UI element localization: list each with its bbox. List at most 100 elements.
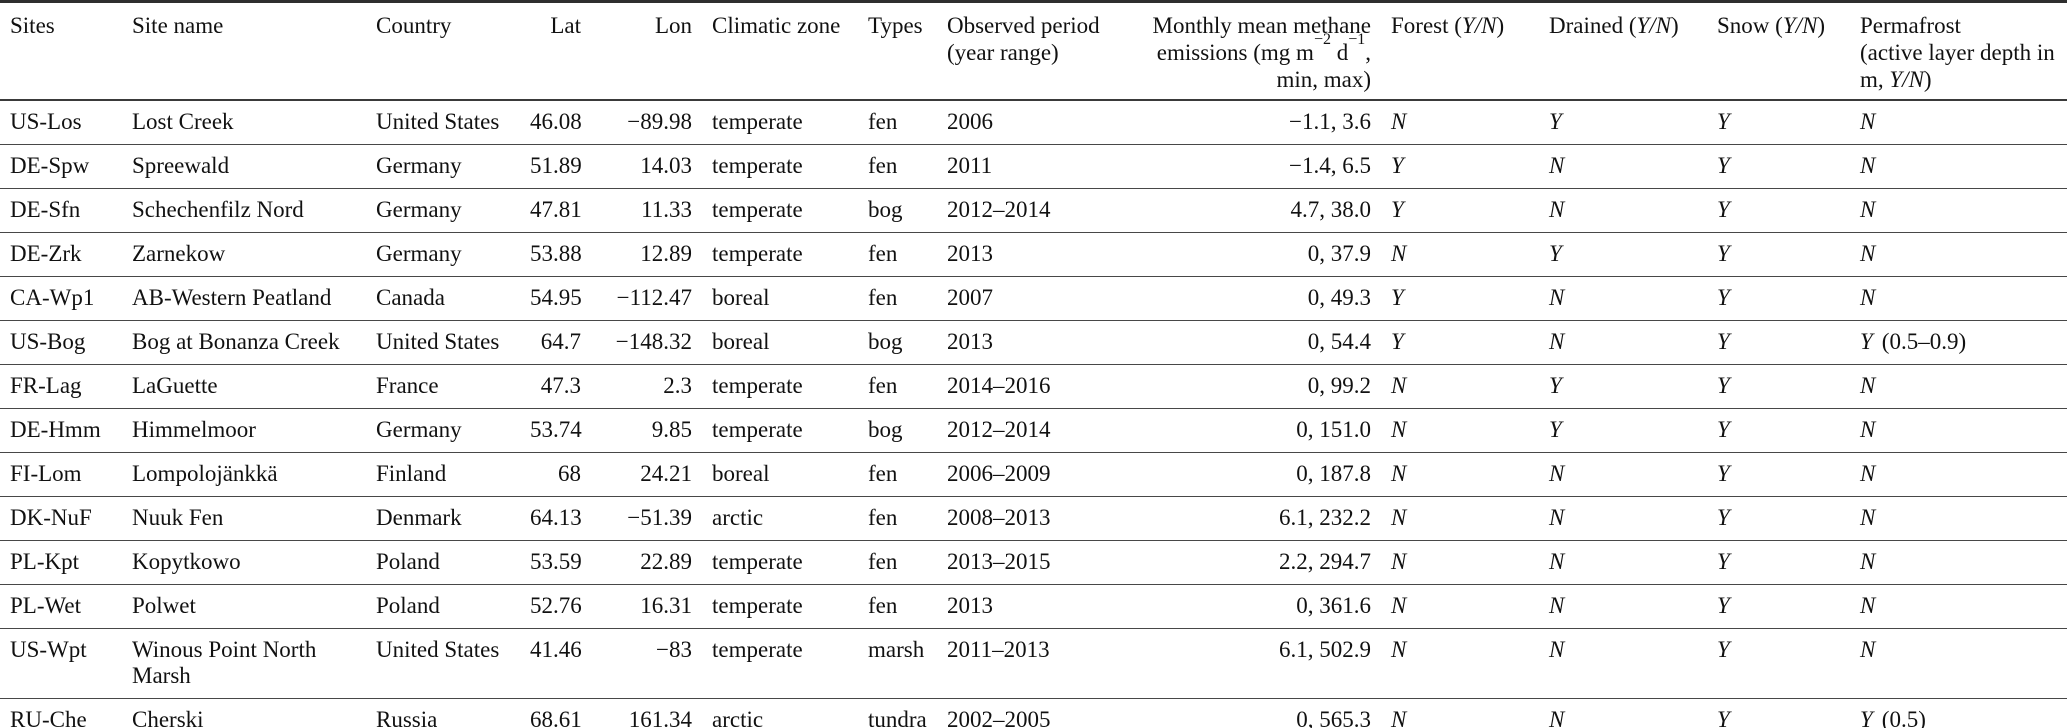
cell-climatic-zone: arctic xyxy=(712,707,764,728)
cell-lon: 161.34 xyxy=(628,707,692,728)
cell-climatic-zone: boreal xyxy=(712,285,770,310)
emissions-header-line2: emissions (mg m−2 d−1, xyxy=(1156,31,1371,65)
emissions-header-line1: Monthly mean methane xyxy=(1152,13,1371,38)
cell-observed-period: 2014–2016 xyxy=(947,373,1051,398)
cell-site-name: Schechenfilz Nord xyxy=(132,197,304,222)
cell-lon: 11.33 xyxy=(641,197,692,222)
cell-site-id: DK-NuF xyxy=(10,505,92,530)
permafrost-flag: N xyxy=(1860,373,1876,398)
cell-lon: −89.98 xyxy=(627,109,692,134)
cell-wetland-type: fen xyxy=(868,241,898,266)
table-row: CA-Wp1 AB-Western Peatland Canada 54.95 … xyxy=(0,277,2067,321)
cell-country: Germany xyxy=(376,241,462,266)
cell-drained: N xyxy=(1549,197,1565,222)
cell-forest: N xyxy=(1391,637,1407,662)
permafrost-depth-note: (0.5–0.9) xyxy=(1881,329,1967,354)
table-row: PL-Kpt Kopytkowo Poland 53.59 22.89 temp… xyxy=(0,541,2067,585)
cell-lon: 14.03 xyxy=(640,153,692,178)
cell-site-id: US-Wpt xyxy=(10,637,87,662)
permafrost-flag: N xyxy=(1860,197,1876,222)
cell-permafrost: N xyxy=(1850,497,2067,541)
cell-drained: Y xyxy=(1549,109,1562,134)
cell-observed-period: 2002–2005 xyxy=(947,707,1051,728)
cell-country: France xyxy=(376,373,439,398)
cell-lat: 54.95 xyxy=(530,285,582,310)
cell-emissions: 6.1, 232.2 xyxy=(1279,505,1371,530)
exponent: −2 xyxy=(1313,31,1331,49)
cell-lat: 64.7 xyxy=(540,329,581,354)
cell-site-id: PL-Wet xyxy=(10,593,81,618)
table-row: RU-Che Cherski Russia 68.61 161.34 arcti… xyxy=(0,699,2067,728)
cell-climatic-zone: temperate xyxy=(712,549,803,574)
exponent: −1 xyxy=(1348,31,1366,49)
permafrost-header-line1: Permafrost xyxy=(1860,13,1961,38)
cell-country: United States xyxy=(376,109,500,134)
yn-label: Y/N xyxy=(1889,67,1924,92)
col-header-lat: Lat xyxy=(550,13,581,38)
cell-emissions: −1.1, 3.6 xyxy=(1289,109,1371,134)
cell-forest: N xyxy=(1391,373,1407,398)
observed-period-line1: Observed period xyxy=(947,13,1100,38)
cell-climatic-zone: temperate xyxy=(712,373,803,398)
col-header-country: Country xyxy=(376,13,452,38)
cell-climatic-zone: boreal xyxy=(712,461,770,486)
cell-lat: 68.61 xyxy=(530,707,582,728)
cell-forest: N xyxy=(1391,593,1407,618)
cell-drained: Y xyxy=(1549,417,1562,442)
cell-country: Germany xyxy=(376,153,462,178)
permafrost-header-line3: m, Y/N) xyxy=(1860,67,1932,92)
cell-observed-period: 2006 xyxy=(947,109,993,134)
cell-forest: N xyxy=(1391,505,1407,530)
cell-lon: −83 xyxy=(656,637,692,662)
cell-site-id: FR-Lag xyxy=(10,373,82,398)
cell-emissions: 2.2, 294.7 xyxy=(1279,549,1371,574)
cell-emissions: 6.1, 502.9 xyxy=(1279,637,1371,662)
col-header-site-name: Site name xyxy=(132,13,224,38)
cell-wetland-type: bog xyxy=(868,329,903,354)
cell-emissions: 0, 187.8 xyxy=(1296,461,1371,486)
cell-site-id: US-Bog xyxy=(10,329,86,354)
cell-emissions: 0, 565.3 xyxy=(1296,707,1371,728)
cell-wetland-type: bog xyxy=(868,417,903,442)
cell-site-id: CA-Wp1 xyxy=(10,285,95,310)
cell-lat: 51.89 xyxy=(530,153,582,178)
table-header: Sites Site name Country Lat Lon Climatic… xyxy=(0,1,2067,101)
cell-country: Poland xyxy=(376,593,440,618)
cell-site-name: Zarnekow xyxy=(132,241,226,266)
cell-country: Canada xyxy=(376,285,445,310)
table-row: US-Bog Bog at Bonanza Creek United State… xyxy=(0,321,2067,365)
cell-emissions: 0, 54.4 xyxy=(1307,329,1371,354)
cell-climatic-zone: temperate xyxy=(712,109,803,134)
col-header-types: Types xyxy=(868,13,923,38)
permafrost-depth-note: (0.5) xyxy=(1881,707,1926,728)
permafrost-flag: Y xyxy=(1860,329,1873,354)
cell-climatic-zone: temperate xyxy=(712,153,803,178)
cell-lat: 53.88 xyxy=(530,241,582,266)
emissions-header-line3: min, max) xyxy=(1276,67,1371,92)
cell-permafrost: N xyxy=(1850,629,2067,699)
cell-drained: N xyxy=(1549,637,1565,662)
col-header-permafrost: Permafrost (active layer depth in m, Y/N… xyxy=(1850,2,2067,101)
cell-lat: 41.46 xyxy=(530,637,582,662)
cell-snow: Y xyxy=(1717,417,1730,442)
cell-forest: Y xyxy=(1391,285,1404,310)
cell-climatic-zone: temperate xyxy=(712,593,803,618)
permafrost-header-line2: (active layer depth in xyxy=(1860,40,2055,65)
cell-drained: N xyxy=(1549,549,1565,574)
cell-lat: 53.59 xyxy=(530,549,582,574)
cell-drained: N xyxy=(1549,593,1565,618)
cell-observed-period: 2012–2014 xyxy=(947,417,1051,442)
cell-lat: 47.81 xyxy=(530,197,582,222)
cell-drained: Y xyxy=(1549,373,1562,398)
col-header-climatic-zone: Climatic zone xyxy=(712,13,841,38)
cell-climatic-zone: temperate xyxy=(712,241,803,266)
cell-site-id: DE-Zrk xyxy=(10,241,82,266)
cell-snow: Y xyxy=(1717,329,1730,354)
cell-wetland-type: fen xyxy=(868,461,898,486)
cell-country: Finland xyxy=(376,461,447,486)
cell-snow: Y xyxy=(1717,505,1730,530)
cell-lat: 68 xyxy=(558,461,581,486)
cell-lat: 53.74 xyxy=(530,417,582,442)
permafrost-flag: N xyxy=(1860,109,1876,134)
